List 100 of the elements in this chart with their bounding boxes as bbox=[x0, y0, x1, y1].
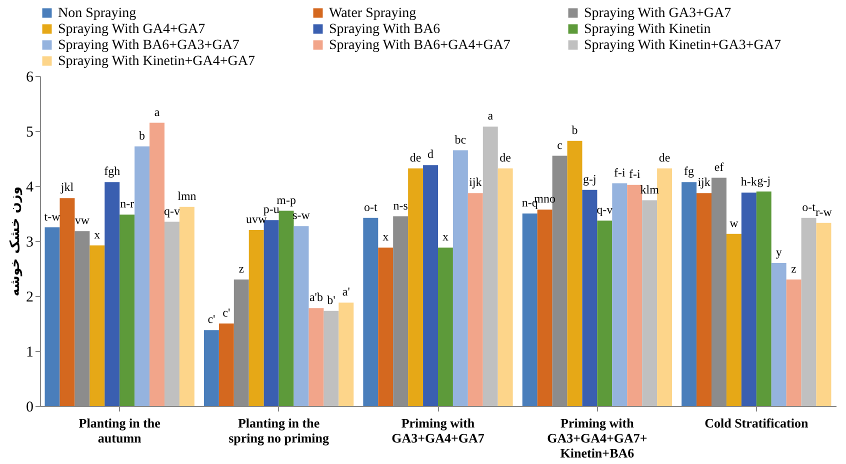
bar bbox=[218, 324, 234, 406]
bar bbox=[642, 200, 658, 406]
data-label: a'b bbox=[309, 290, 323, 304]
data-label: lmn bbox=[178, 188, 196, 203]
legend-label: Spraying With BA6+GA4+GA7 bbox=[329, 38, 510, 53]
bar bbox=[179, 206, 194, 406]
data-label: d bbox=[428, 147, 434, 162]
bar bbox=[438, 248, 453, 406]
y-tick-label: 3 bbox=[26, 234, 34, 250]
bar bbox=[627, 184, 642, 406]
bar bbox=[468, 193, 483, 406]
y-tick-label: 0 bbox=[26, 400, 34, 416]
data-label: bc bbox=[454, 132, 466, 146]
y-tick-label: 1 bbox=[26, 344, 34, 360]
data-label: y bbox=[776, 245, 782, 259]
bar bbox=[204, 330, 219, 406]
bar bbox=[682, 182, 697, 406]
bar bbox=[537, 210, 552, 406]
bar bbox=[597, 220, 612, 406]
data-label: h-k bbox=[740, 174, 757, 189]
data-label: x bbox=[94, 227, 100, 242]
data-label: w bbox=[730, 216, 739, 230]
data-label: a bbox=[154, 104, 160, 119]
bar bbox=[816, 222, 832, 406]
bar bbox=[567, 140, 582, 406]
data-label: q-v bbox=[596, 202, 613, 217]
data-label: vw bbox=[74, 213, 90, 228]
bar bbox=[726, 234, 742, 406]
bar bbox=[482, 126, 498, 406]
bar bbox=[756, 192, 772, 406]
bar bbox=[408, 168, 424, 406]
data-label: de bbox=[658, 150, 670, 164]
bar bbox=[248, 230, 264, 406]
data-label: r-w bbox=[816, 204, 832, 219]
bar bbox=[741, 192, 756, 406]
bar bbox=[44, 227, 60, 406]
legend-label: Spraying With GA3+GA7 bbox=[584, 6, 732, 21]
bar bbox=[786, 280, 802, 406]
data-label: a' bbox=[342, 284, 350, 299]
data-label: f-i bbox=[614, 165, 626, 180]
bar bbox=[120, 214, 135, 406]
data-label: c' bbox=[208, 312, 216, 326]
legend-label: Water Spraying bbox=[329, 6, 416, 21]
data-label: g-j bbox=[757, 174, 771, 188]
y-tick-label: 2 bbox=[26, 290, 34, 306]
legend-label: Spraying With Kinetin bbox=[584, 22, 711, 37]
bar bbox=[134, 146, 150, 406]
legend-label: Spraying With Kinetin+GA4+GA7 bbox=[58, 54, 255, 69]
data-label: g-j bbox=[583, 172, 596, 186]
bar bbox=[60, 198, 75, 406]
bar bbox=[294, 226, 309, 406]
bar bbox=[150, 122, 164, 406]
bar bbox=[771, 263, 786, 406]
data-label: x bbox=[382, 230, 389, 244]
legend-label: Spraying With BA6+GA3+GA7 bbox=[58, 38, 240, 53]
data-label: o-t bbox=[364, 200, 378, 214]
data-label: z bbox=[238, 262, 244, 276]
y-axis-title: وزن خشک خوشه bbox=[8, 186, 23, 296]
data-label: b bbox=[139, 128, 146, 142]
y-tick-label: 4 bbox=[26, 180, 34, 196]
data-label: klm bbox=[640, 182, 660, 196]
bar bbox=[696, 193, 712, 406]
data-label: o-t bbox=[802, 200, 816, 214]
data-label: b bbox=[572, 122, 578, 137]
bar bbox=[582, 190, 598, 406]
data-label: x bbox=[442, 230, 448, 244]
data-label: c' bbox=[222, 306, 230, 320]
bar bbox=[324, 310, 339, 406]
bar bbox=[452, 150, 468, 406]
bar bbox=[657, 168, 672, 406]
data-label: jkl bbox=[60, 180, 74, 194]
x-tick-label: Cold Stratification bbox=[704, 416, 809, 430]
data-label: q-v bbox=[164, 204, 180, 218]
bar bbox=[308, 308, 324, 406]
bar bbox=[801, 218, 816, 406]
y-tick-label: 6 bbox=[26, 70, 34, 86]
bar bbox=[278, 210, 294, 406]
data-label: f-i bbox=[628, 166, 641, 181]
x-tick-label: Priming with GA3+GA4+GA7+ Kinetin+BA6 bbox=[547, 416, 648, 460]
data-label: de bbox=[500, 150, 512, 164]
data-label: z bbox=[791, 262, 796, 276]
x-tick-label: Priming with GA3+GA4+GA7 bbox=[392, 416, 485, 446]
data-label: c bbox=[557, 138, 562, 152]
y-tick-label: 5 bbox=[26, 124, 34, 140]
x-tick-label: Planting in the spring no priming bbox=[228, 416, 330, 446]
bar bbox=[522, 214, 538, 406]
data-label: b' bbox=[327, 292, 336, 307]
data-label: ijk bbox=[698, 175, 710, 190]
bar bbox=[90, 245, 105, 406]
data-label: n-r bbox=[120, 196, 134, 211]
data-label: p-u bbox=[263, 202, 280, 216]
bar bbox=[338, 302, 354, 406]
data-label: ijk bbox=[469, 175, 482, 190]
bar bbox=[498, 168, 513, 406]
data-label: a bbox=[488, 108, 494, 123]
data-label: fgh bbox=[104, 164, 120, 178]
bar bbox=[363, 218, 378, 406]
bar bbox=[164, 222, 180, 406]
bar bbox=[104, 182, 120, 406]
data-label: n-s bbox=[393, 198, 408, 212]
